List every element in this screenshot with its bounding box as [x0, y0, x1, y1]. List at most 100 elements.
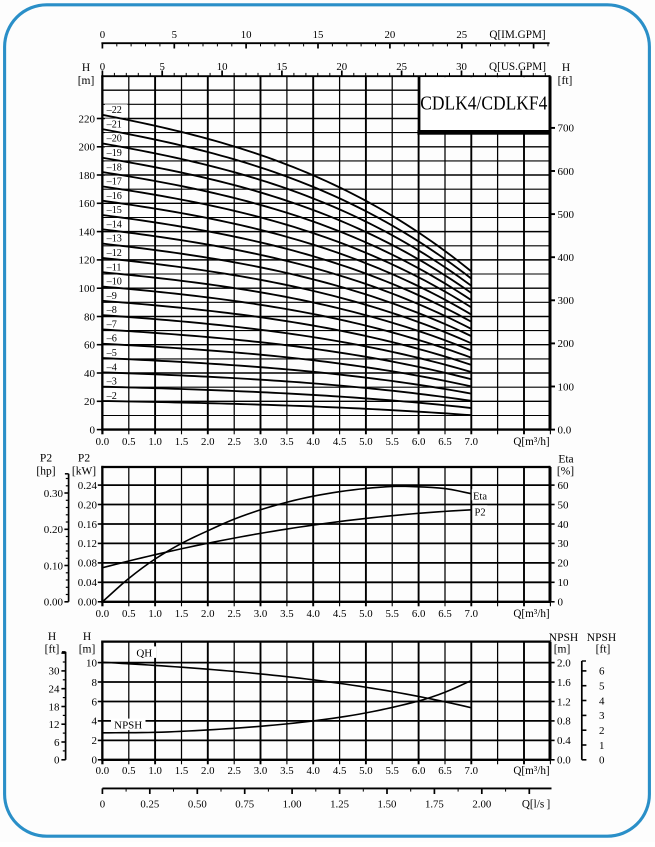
svg-text:[ft]: [ft]	[596, 644, 611, 656]
svg-text:0.8: 0.8	[557, 716, 571, 728]
svg-text:2.5: 2.5	[227, 436, 241, 448]
svg-text:–20: –20	[106, 134, 122, 145]
svg-text:7.0: 7.0	[465, 765, 479, 777]
svg-text:0: 0	[100, 799, 105, 811]
svg-text:5.5: 5.5	[385, 608, 399, 620]
svg-text:5.0: 5.0	[359, 608, 373, 620]
svg-text:0.5: 0.5	[122, 436, 136, 448]
svg-text:4.0: 4.0	[306, 436, 320, 448]
svg-text:0: 0	[90, 424, 96, 436]
svg-text:–17: –17	[106, 177, 122, 188]
svg-text:4.5: 4.5	[333, 436, 347, 448]
svg-text:[ft]: [ft]	[558, 75, 573, 87]
svg-text:1.5: 1.5	[175, 436, 189, 448]
svg-text:0.16: 0.16	[78, 519, 98, 531]
svg-text:1.75: 1.75	[425, 799, 444, 811]
svg-text:2.0: 2.0	[201, 765, 215, 777]
svg-text:0: 0	[92, 755, 98, 767]
svg-text:2.0: 2.0	[201, 608, 215, 620]
svg-text:20: 20	[84, 396, 96, 408]
svg-text:30: 30	[49, 666, 61, 678]
svg-text:–4: –4	[106, 362, 117, 373]
svg-text:30: 30	[456, 61, 467, 73]
svg-text:600: 600	[558, 166, 575, 178]
svg-text:0.00: 0.00	[78, 597, 98, 609]
svg-text:15: 15	[313, 29, 324, 41]
svg-text:Q[m³/h]: Q[m³/h]	[513, 436, 549, 448]
svg-text:3.5: 3.5	[280, 436, 294, 448]
svg-text:[hp]: [hp]	[36, 466, 55, 478]
svg-text:4: 4	[599, 695, 605, 707]
svg-text:3: 3	[599, 710, 605, 722]
svg-text:24: 24	[49, 684, 61, 696]
svg-text:220: 220	[79, 113, 96, 125]
svg-text:0: 0	[558, 597, 564, 609]
svg-text:–12: –12	[106, 248, 122, 259]
svg-text:8: 8	[92, 677, 98, 689]
svg-text:2.00: 2.00	[472, 799, 491, 811]
svg-text:2.0: 2.0	[557, 657, 571, 669]
svg-text:0.08: 0.08	[78, 558, 98, 570]
svg-text:0.24: 0.24	[78, 480, 98, 492]
svg-text:25: 25	[456, 29, 467, 41]
svg-text:H: H	[82, 62, 90, 74]
svg-text:–19: –19	[106, 148, 122, 159]
svg-text:18: 18	[49, 701, 61, 713]
svg-text:120: 120	[79, 255, 96, 267]
svg-text:[ft]: [ft]	[45, 644, 60, 656]
svg-text:5: 5	[159, 61, 164, 73]
svg-text:80: 80	[84, 311, 96, 323]
svg-text:100: 100	[558, 381, 575, 393]
svg-text:4.0: 4.0	[306, 765, 320, 777]
svg-text:5.0: 5.0	[359, 765, 373, 777]
svg-text:6: 6	[54, 737, 60, 749]
svg-text:6: 6	[92, 696, 98, 708]
svg-text:–3: –3	[106, 377, 117, 388]
svg-text:[m]: [m]	[554, 644, 571, 656]
svg-text:5.5: 5.5	[385, 765, 399, 777]
svg-text:[m]: [m]	[79, 644, 96, 656]
svg-text:0.75: 0.75	[235, 799, 254, 811]
svg-text:0.0: 0.0	[96, 436, 110, 448]
svg-text:0.5: 0.5	[122, 765, 136, 777]
svg-text:500: 500	[558, 209, 575, 221]
svg-text:2.5: 2.5	[227, 765, 241, 777]
svg-text:0.20: 0.20	[44, 524, 64, 536]
svg-text:6.0: 6.0	[412, 436, 426, 448]
svg-text:NPSH: NPSH	[549, 632, 578, 644]
svg-text:0.00: 0.00	[44, 597, 64, 609]
svg-text:6.5: 6.5	[438, 765, 452, 777]
svg-text:Q[m³/h]: Q[m³/h]	[513, 608, 549, 620]
svg-text:0.0: 0.0	[557, 755, 571, 767]
svg-text:–14: –14	[106, 219, 122, 230]
svg-text:NPSH: NPSH	[114, 719, 142, 731]
svg-text:0.25: 0.25	[140, 799, 159, 811]
svg-text:Eta: Eta	[558, 454, 573, 466]
svg-text:3.0: 3.0	[254, 765, 268, 777]
svg-text:12: 12	[49, 719, 60, 731]
svg-text:–16: –16	[106, 191, 122, 202]
svg-text:1.00: 1.00	[283, 799, 302, 811]
svg-text:0.0: 0.0	[96, 608, 110, 620]
svg-text:60: 60	[84, 340, 96, 352]
svg-text:CDLK4/CDLKF4: CDLK4/CDLKF4	[420, 93, 547, 115]
svg-text:1.2: 1.2	[557, 696, 571, 708]
svg-text:25: 25	[396, 61, 407, 73]
svg-text:Q[IM.GPM]: Q[IM.GPM]	[489, 29, 545, 41]
svg-text:40: 40	[558, 519, 570, 531]
svg-text:5.0: 5.0	[359, 436, 373, 448]
svg-text:P2: P2	[78, 453, 90, 465]
svg-text:Q[US.GPM]: Q[US.GPM]	[489, 61, 546, 73]
svg-text:–13: –13	[106, 234, 122, 245]
svg-text:[%]: [%]	[557, 466, 574, 478]
svg-text:Eta: Eta	[473, 491, 487, 502]
svg-text:–18: –18	[106, 162, 122, 173]
svg-text:7.0: 7.0	[465, 436, 479, 448]
svg-text:–21: –21	[106, 119, 122, 130]
svg-text:QH: QH	[136, 647, 152, 659]
svg-text:5: 5	[172, 29, 177, 41]
svg-text:180: 180	[79, 170, 96, 182]
svg-text:200: 200	[79, 142, 96, 154]
svg-text:[kW]: [kW]	[72, 466, 96, 478]
svg-text:–5: –5	[106, 348, 117, 359]
